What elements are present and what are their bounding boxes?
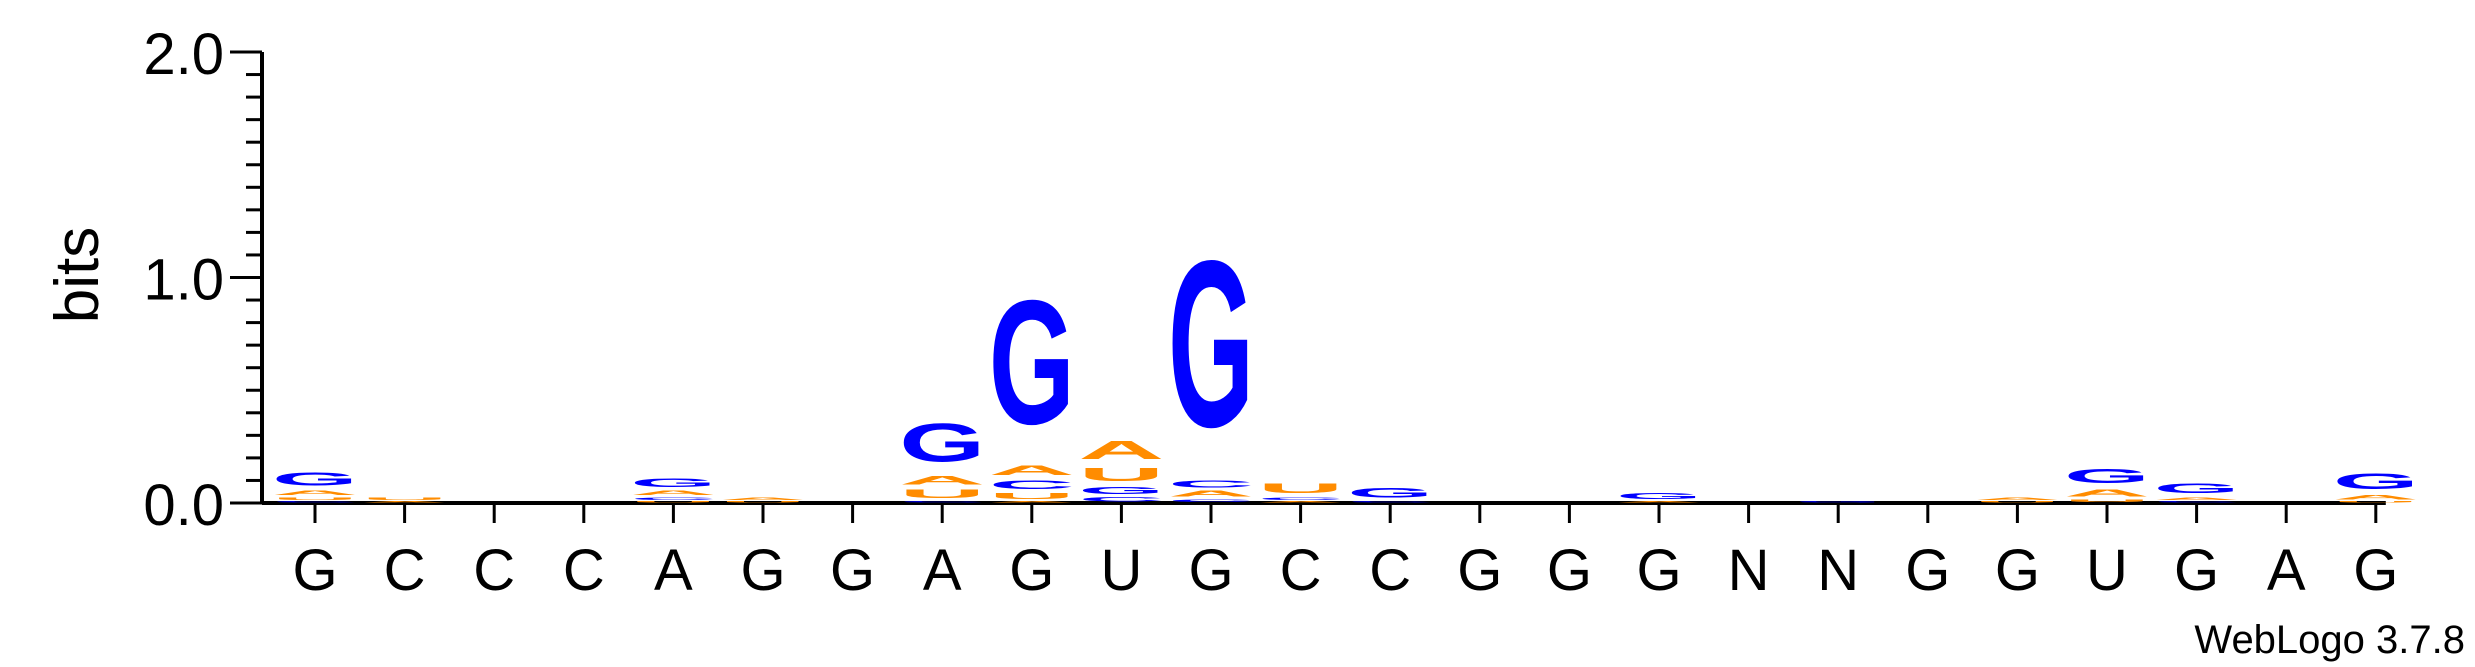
logo-letter-U: U xyxy=(630,501,716,503)
x-tick-label: C xyxy=(563,538,605,603)
logo-letter-A: A xyxy=(1078,436,1164,465)
y-tick-label: 0.0 xyxy=(143,473,224,538)
logo-letter-G: G xyxy=(1795,501,1881,503)
logo-letter-U: U xyxy=(2333,501,2419,503)
logo-letter-U: U xyxy=(362,496,448,500)
x-tick-label: G xyxy=(1636,538,1681,603)
logo-letter-G: G xyxy=(2333,469,2419,494)
logo-letter-U: U xyxy=(899,487,985,501)
x-tick-label: C xyxy=(473,538,515,603)
logo-letter-A: A xyxy=(1974,496,2060,500)
logo-letter-G: G xyxy=(630,476,716,490)
y-axis: 0.0 1.0 2.0 xyxy=(143,22,264,538)
x-tick-label: G xyxy=(2353,538,2398,603)
logo-letter-A: A xyxy=(630,489,716,496)
x-tick-label: G xyxy=(1009,538,1054,603)
logo-letter-A: A xyxy=(989,462,1075,478)
x-tick-label: G xyxy=(2174,538,2219,603)
logo-letter-A: A xyxy=(1616,501,1702,503)
weblogo-credit: WebLogo 3.7.8 xyxy=(2194,618,2465,662)
x-tick-label: A xyxy=(654,538,693,603)
logo-letter-G: G xyxy=(1078,485,1164,496)
logo-letter-C: C xyxy=(1168,478,1254,489)
x-tick-label: C xyxy=(1280,538,1322,603)
x-tick-label: G xyxy=(830,538,875,603)
y-tick-label: 2.0 xyxy=(143,22,224,87)
logo-letter-A: A xyxy=(272,489,358,496)
logo-letter-U: U xyxy=(272,496,358,500)
logo-letter-C: C xyxy=(1347,501,1433,503)
x-tick-label: G xyxy=(1457,538,1502,603)
logo-letter-G: G xyxy=(1347,485,1433,501)
logo-letter-C: C xyxy=(1168,498,1254,502)
logo-letter-G: G xyxy=(2154,480,2240,496)
x-tick-label: N xyxy=(1728,538,1770,603)
logo-letter-U: U xyxy=(1258,480,1344,496)
logo-letter-G: G xyxy=(2064,465,2150,488)
x-tick-label: G xyxy=(1547,538,1592,603)
logo-letter-A: A xyxy=(2333,494,2419,501)
logo-letter-C: C xyxy=(899,501,985,503)
logo-letter-C: C xyxy=(1078,496,1164,503)
logo-letter-G: G xyxy=(1616,492,1702,501)
x-tick-label: G xyxy=(1188,538,1233,603)
logo-letter-G: G xyxy=(1168,212,1254,477)
x-tick-label: U xyxy=(2086,538,2128,603)
logo-letter-C: C xyxy=(2154,501,2240,503)
logo-letter-G: G xyxy=(989,264,1075,462)
logo-letter-A: A xyxy=(989,501,1075,503)
logo-letter-A: A xyxy=(2154,496,2240,500)
logo-letter-G: G xyxy=(899,413,985,474)
logo-letter-C: C xyxy=(272,501,358,503)
x-tick-label: C xyxy=(384,538,426,603)
x-tick-label: C xyxy=(1369,538,1411,603)
logo-letter-A: A xyxy=(720,496,806,500)
logo-letter-U: U xyxy=(720,501,806,503)
y-axis-title: bits xyxy=(43,227,112,323)
logo-letter-A: A xyxy=(362,501,448,503)
x-tick-label: N xyxy=(1817,538,1859,603)
logo-letter-A: A xyxy=(899,474,985,488)
logo-letter-A: A xyxy=(2064,487,2150,498)
x-tick-label: G xyxy=(292,538,337,603)
x-tick-label: G xyxy=(1905,538,1950,603)
x-tick-label: G xyxy=(740,538,785,603)
x-tick-label: U xyxy=(1100,538,1142,603)
y-tick-label: 1.0 xyxy=(143,248,224,313)
logo-letter-C: C xyxy=(1258,496,1344,500)
logo-letter-A: A xyxy=(1258,501,1344,503)
x-tick-label: A xyxy=(2267,538,2306,603)
logo-letter-U: U xyxy=(2064,498,2150,502)
logo-letter-G: G xyxy=(272,469,358,489)
logo-letter-A: A xyxy=(1168,489,1254,498)
logo-letter-U: U xyxy=(989,492,1075,501)
logo-letter-U: U xyxy=(1974,501,2060,503)
logo-letter-U: U xyxy=(1078,465,1164,485)
x-tick-label: G xyxy=(1995,538,2040,603)
logo-letter-C: C xyxy=(630,496,716,500)
logo-letter-C: C xyxy=(989,478,1075,492)
x-tick-label: A xyxy=(923,538,962,603)
